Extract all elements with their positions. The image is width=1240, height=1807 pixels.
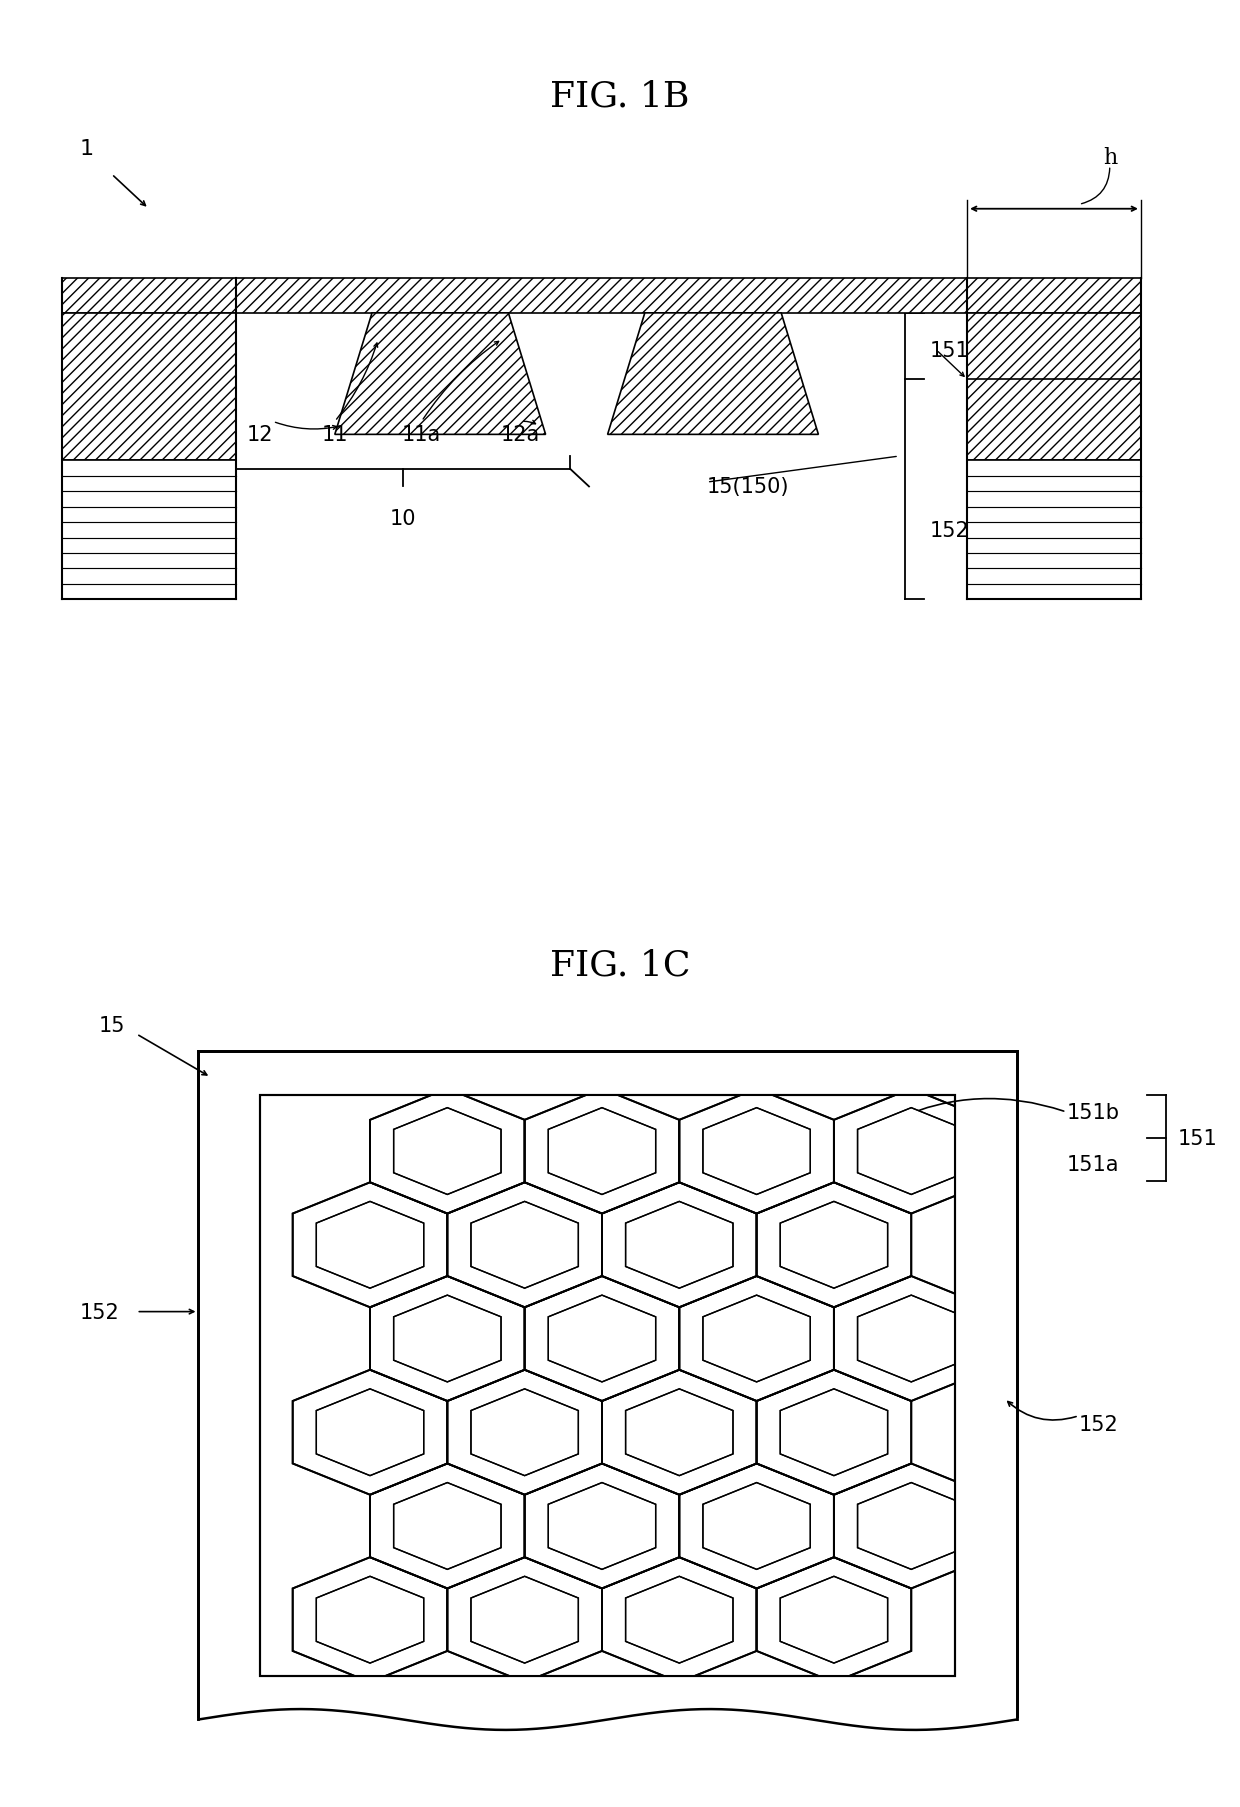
Polygon shape (680, 1276, 835, 1400)
Polygon shape (448, 1182, 601, 1308)
Polygon shape (448, 1370, 601, 1494)
Polygon shape (548, 1108, 656, 1194)
Text: 15(150): 15(150) (707, 477, 790, 497)
Text: 152: 152 (79, 1301, 119, 1323)
Text: 15: 15 (98, 1016, 125, 1035)
Polygon shape (471, 1576, 578, 1662)
Polygon shape (62, 278, 1141, 314)
Text: 151b: 151b (1066, 1102, 1120, 1122)
Polygon shape (608, 314, 818, 435)
Polygon shape (967, 314, 1141, 461)
Polygon shape (293, 1558, 448, 1682)
Polygon shape (316, 1202, 424, 1288)
Polygon shape (316, 1576, 424, 1662)
Polygon shape (471, 1390, 578, 1476)
Polygon shape (680, 1090, 835, 1214)
Text: 151: 151 (930, 340, 970, 361)
Text: 151a: 151a (1066, 1155, 1118, 1175)
Polygon shape (626, 1390, 733, 1476)
Polygon shape (780, 1576, 888, 1662)
Polygon shape (525, 1464, 680, 1588)
Bar (62, 461, 236, 600)
Bar (198, 1052, 1017, 1720)
Text: 152: 152 (1079, 1415, 1118, 1435)
Text: 152: 152 (930, 520, 970, 540)
Polygon shape (293, 1370, 448, 1494)
Text: S: S (599, 1764, 616, 1785)
Polygon shape (370, 1276, 525, 1400)
Polygon shape (680, 1464, 835, 1588)
Polygon shape (316, 1390, 424, 1476)
Bar (260, 1095, 955, 1677)
Text: FIG. 1C: FIG. 1C (549, 949, 691, 981)
Polygon shape (601, 1370, 756, 1494)
Polygon shape (335, 314, 546, 435)
Polygon shape (393, 1296, 501, 1382)
Bar (192, 1718, 1023, 1789)
Text: 12: 12 (247, 425, 274, 445)
Polygon shape (703, 1484, 810, 1570)
Polygon shape (601, 1182, 756, 1308)
Polygon shape (393, 1484, 501, 1570)
Polygon shape (525, 1276, 680, 1400)
Polygon shape (548, 1484, 656, 1570)
Bar (260, 1095, 955, 1677)
Polygon shape (756, 1370, 911, 1494)
Polygon shape (780, 1390, 888, 1476)
Polygon shape (601, 1558, 756, 1682)
Text: 151: 151 (1178, 1128, 1218, 1149)
Polygon shape (858, 1296, 965, 1382)
Polygon shape (525, 1090, 680, 1214)
Polygon shape (835, 1464, 988, 1588)
Text: FIG. 1B: FIG. 1B (551, 80, 689, 114)
Polygon shape (756, 1558, 911, 1682)
Text: 11: 11 (321, 425, 348, 445)
Polygon shape (626, 1202, 733, 1288)
Polygon shape (548, 1296, 656, 1382)
Text: h: h (1104, 146, 1117, 168)
Polygon shape (858, 1484, 965, 1570)
Bar (967, 461, 1141, 600)
Polygon shape (703, 1296, 810, 1382)
Polygon shape (62, 314, 236, 461)
Polygon shape (370, 1464, 525, 1588)
Text: 1: 1 (79, 139, 94, 159)
Text: 12a: 12a (501, 425, 541, 445)
Polygon shape (835, 1276, 988, 1400)
Polygon shape (756, 1182, 911, 1308)
Text: 11a: 11a (402, 425, 441, 445)
Polygon shape (370, 1090, 525, 1214)
Polygon shape (626, 1576, 733, 1662)
Polygon shape (471, 1202, 578, 1288)
Polygon shape (703, 1108, 810, 1194)
Polygon shape (780, 1202, 888, 1288)
Polygon shape (448, 1558, 601, 1682)
Polygon shape (858, 1108, 965, 1194)
Text: 10: 10 (389, 510, 417, 529)
Polygon shape (835, 1090, 988, 1214)
Polygon shape (293, 1182, 448, 1308)
Polygon shape (393, 1108, 501, 1194)
